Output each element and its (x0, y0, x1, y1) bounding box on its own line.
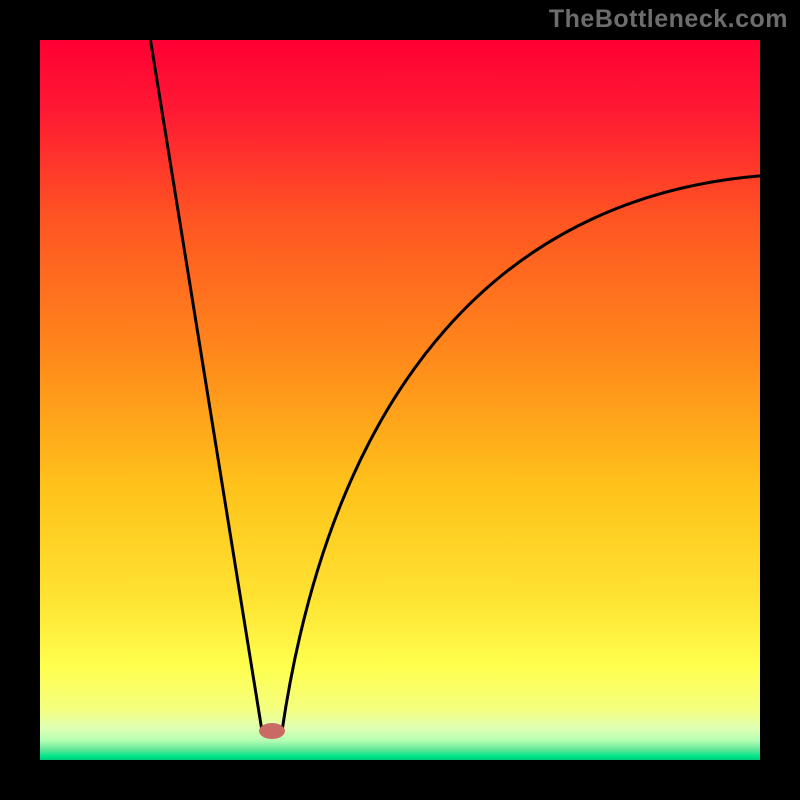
chart-frame: TheBottleneck.com (0, 0, 800, 800)
bottleneck-chart-svg (0, 0, 800, 800)
plot-area (40, 40, 760, 760)
watermark-text: TheBottleneck.com (549, 5, 788, 34)
trough-marker (259, 723, 285, 739)
